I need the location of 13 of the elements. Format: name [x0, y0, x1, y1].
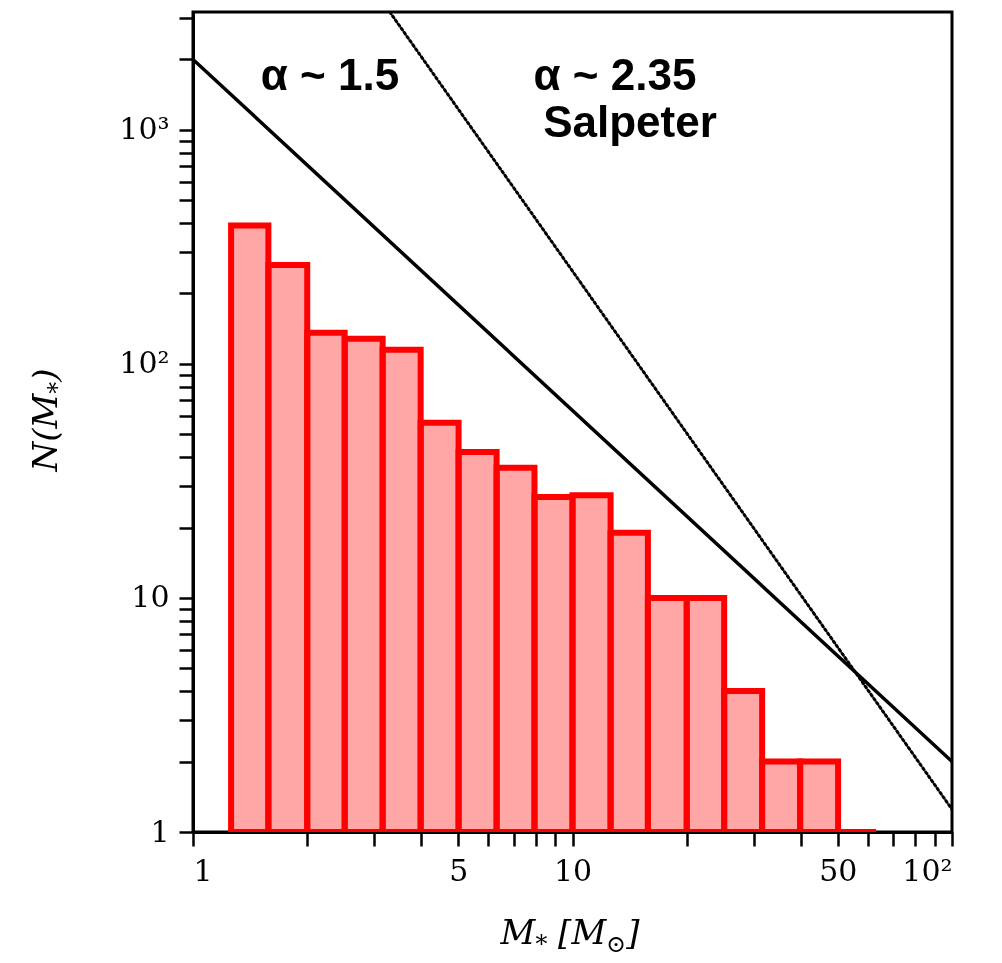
- y-tick-label: 1: [150, 813, 170, 849]
- annotation: Salpeter: [543, 97, 717, 147]
- x-axis-title: M$_{*}$ [M$_{⊙}$]: [500, 912, 640, 958]
- x-tick-label: 50: [819, 852, 858, 888]
- y-tick-label: 10: [131, 579, 170, 615]
- y-tick-label: 10³: [119, 111, 170, 147]
- annotation: α ~ 2.35: [533, 50, 697, 100]
- annotation: α ~ 1.5: [260, 50, 400, 100]
- x-tick-label: 1: [193, 852, 213, 888]
- x-tick-label: 10: [553, 852, 593, 888]
- y-tick-label: 10²: [119, 345, 170, 381]
- x-tick-label: 10²: [902, 852, 953, 888]
- x-tick-label: 5: [449, 852, 469, 888]
